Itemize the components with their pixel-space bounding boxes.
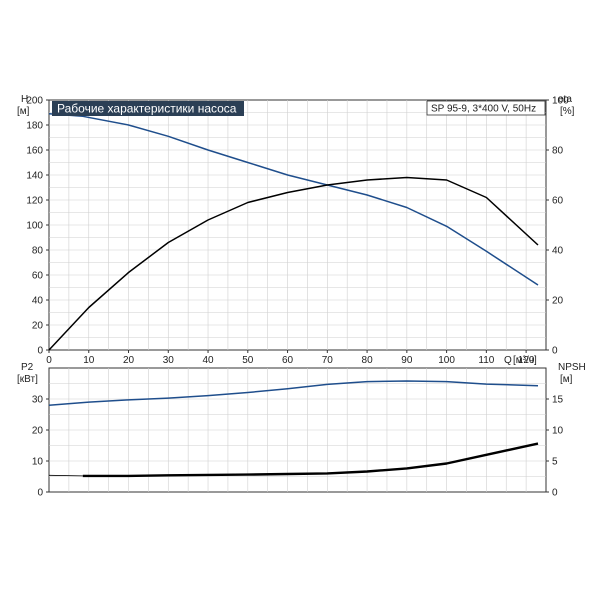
top-right-tick-label: 20 (552, 296, 564, 307)
bottom-panel: 0 10 20 30 0 5 10 15 P2[кВт] NPSH[м] (17, 362, 586, 499)
bottom-left-tick-label: 20 (32, 426, 44, 437)
top-left-axis-unit: [м] (17, 106, 30, 117)
top-x-tick-label: 70 (322, 355, 334, 366)
bottom-right-axis-unit: [м] (560, 374, 573, 385)
top-x-tick-label: 90 (401, 355, 413, 366)
bottom-left-tick-label: 0 (37, 488, 43, 499)
chart-title-box (52, 101, 244, 116)
top-x-tick-label: 120 (518, 355, 535, 366)
bottom-right-tick-label: 0 (552, 488, 558, 499)
top-panel: 020406080100120140160180200020406080100H… (17, 94, 575, 366)
top-x-tick-label: 110 (478, 355, 494, 366)
bottom-series-1-line (82, 442, 539, 478)
top-right-axis-unit: [%] (560, 106, 575, 117)
top-left-tick-label: 200 (26, 96, 43, 107)
top-left-tick-label: 60 (32, 271, 44, 282)
top-left-tick-label: 80 (32, 246, 44, 257)
bottom-left-axis-unit: [кВт] (17, 374, 38, 385)
top-right-tick-label: 40 (552, 246, 564, 257)
chart-title: Рабочие характеристики насоса (57, 102, 237, 116)
top-left-tick-label: 40 (32, 296, 44, 307)
top-x-tick-label: 30 (163, 355, 175, 366)
top-x-tick-label: 0 (46, 355, 52, 366)
top-left-tick-label: 20 (32, 321, 44, 332)
top-right-axis-label: eta (558, 94, 572, 105)
bottom-right-axis-label: NPSH (558, 362, 586, 373)
top-x-tick-label: 100 (438, 355, 455, 366)
top-x-tick-label: 20 (123, 355, 135, 366)
top-right-tick-label: 60 (552, 196, 564, 207)
top-series-1-line (48, 176, 539, 351)
bottom-npsh-leadin-line (48, 474, 83, 477)
top-left-tick-label: 0 (37, 346, 43, 357)
top-right-tick-label: 80 (552, 146, 564, 157)
top-x-tick-label: 80 (362, 355, 374, 366)
top-left-tick-label: 180 (26, 121, 43, 132)
top-left-tick-label: 160 (26, 146, 43, 157)
bottom-left-tick-label: 10 (32, 457, 44, 468)
bottom-left-axis-label: P2 (21, 362, 34, 373)
top-x-axis-label: Q (504, 355, 512, 366)
top-x-tick-label: 40 (202, 355, 214, 366)
bottom-left-tick-label: 30 (32, 395, 44, 406)
top-left-tick-label: 140 (26, 171, 43, 182)
top-left-tick-label: 100 (26, 221, 43, 232)
top-x-tick-label: 60 (282, 355, 294, 366)
top-x-tick-label: 10 (83, 355, 95, 366)
bottom-right-tick-label: 5 (552, 457, 558, 468)
top-right-tick-label: 0 (552, 346, 558, 357)
bottom-right-tick-label: 15 (552, 395, 564, 406)
model-box (426, 100, 546, 116)
top-x-tick-label: 50 (242, 355, 254, 366)
model-label: SP 95-9, 3*400 V, 50Hz (431, 104, 536, 115)
top-series-0-line (48, 113, 539, 286)
top-x-axis-unit: [м³/ч] (513, 355, 537, 366)
top-right-tick-label: 100 (552, 96, 569, 107)
bottom-series-0-line (48, 380, 539, 406)
top-left-tick-label: 120 (26, 196, 43, 207)
bottom-right-tick-label: 10 (552, 426, 564, 437)
top-left-axis-label: H (21, 94, 28, 105)
